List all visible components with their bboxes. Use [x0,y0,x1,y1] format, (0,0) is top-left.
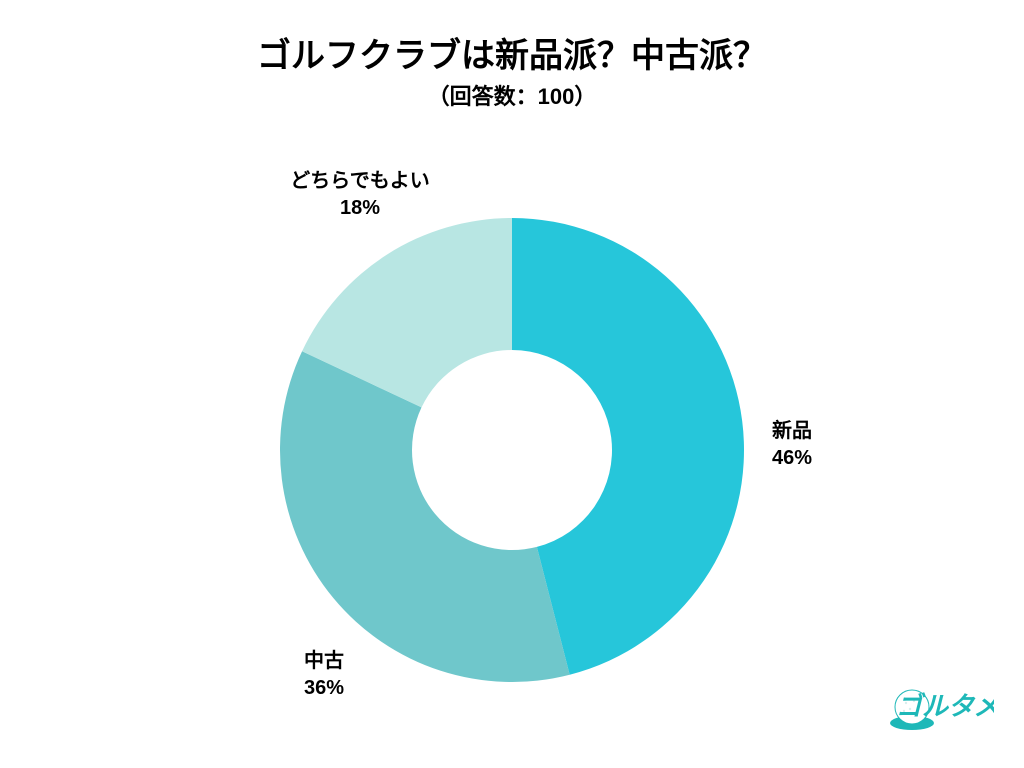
golf-ball-icon: ゴルタメ [884,667,994,737]
donut-chart [280,218,744,682]
slice-label: 新品46% [772,418,812,472]
svg-text:ゴルタメ: ゴルタメ [896,691,994,721]
brand-logo: ゴルタメ [884,667,994,742]
chart-title: ゴルフクラブは新品派？中古派？ [0,28,1024,77]
slice-label: どちらでもよい18% [290,168,429,222]
slice-label: 中古36% [304,648,344,702]
chart-subtitle: （回答数：100） [0,79,1024,111]
